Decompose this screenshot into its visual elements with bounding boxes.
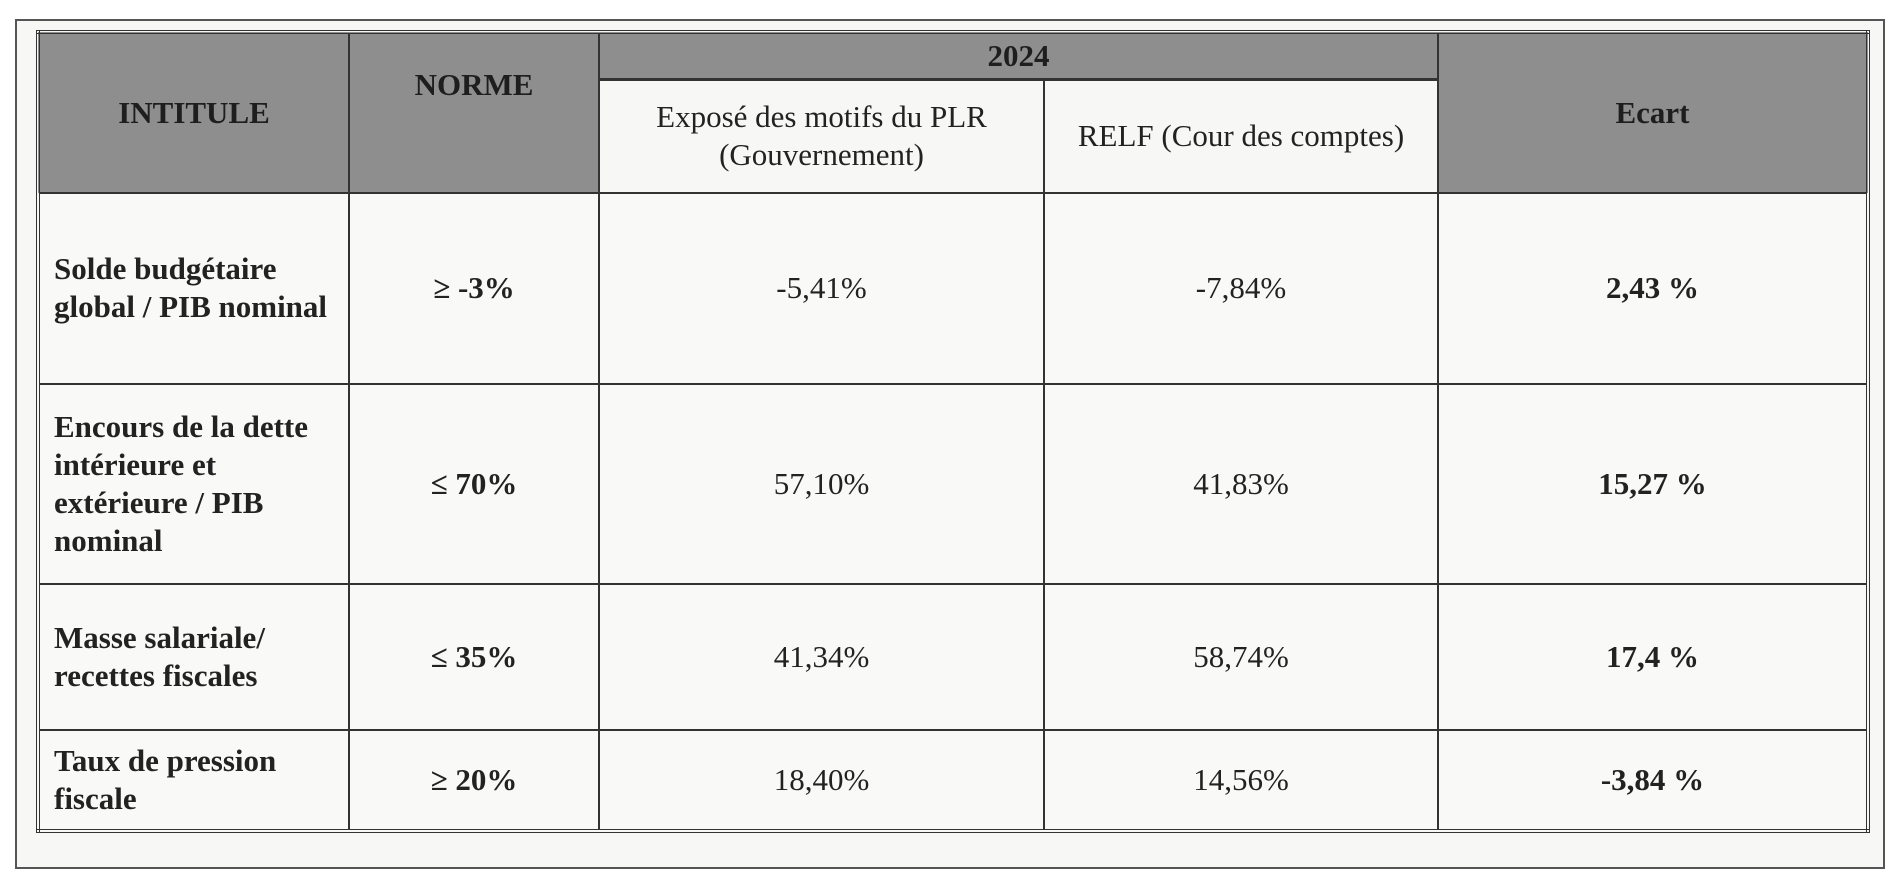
cell-intitule: Taux de pression fiscale (37, 728, 350, 833)
cell-expose: 57,10% (598, 383, 1045, 586)
cell-ecart: -3,84 % (1437, 728, 1869, 833)
cell-norme: ≥ -3% (348, 191, 600, 386)
cell-norme: ≥ 20% (348, 728, 600, 833)
header-relf: RELF (Cour des comptes) (1043, 78, 1439, 194)
cell-intitule: Encours de la dette intérieure et extéri… (37, 383, 350, 586)
cell-norme: ≤ 35% (348, 583, 600, 731)
cell-relf: 14,56% (1043, 728, 1439, 833)
table-row: Taux de pression fiscale ≥ 20% 18,40% 14,56… (37, 728, 1869, 833)
cell-relf: 41,83% (1043, 383, 1439, 586)
table-row: Masse salariale/ recettes fiscales ≤ 35% 4… (37, 583, 1869, 731)
cell-expose: 41,34% (598, 583, 1045, 731)
header-expose: Exposé des motifs du PLR (Gouvernement) (598, 78, 1045, 194)
cell-intitule: Masse salariale/ recettes fiscales (37, 583, 350, 731)
cell-expose: 18,40% (598, 728, 1045, 833)
header-year: 2024 (598, 31, 1439, 81)
cell-relf: 58,74% (1043, 583, 1439, 731)
budget-indicators-table: INTITULE NORME 2024 Ecart Exposé des mot… (36, 30, 1870, 833)
cell-relf: -7,84% (1043, 191, 1439, 386)
header-intitule: INTITULE (37, 31, 350, 194)
header-norme: NORME (348, 31, 600, 194)
cell-ecart: 15,27 % (1437, 383, 1869, 586)
cell-norme: ≤ 70% (348, 383, 600, 586)
cell-intitule: Solde budgétaire global / PIB nominal (37, 191, 350, 386)
header-ecart: Ecart (1437, 31, 1869, 194)
cell-ecart: 17,4 % (1437, 583, 1869, 731)
cell-expose: -5,41% (598, 191, 1045, 386)
table-row: Encours de la dette intérieure et extéri… (37, 383, 1869, 586)
cell-ecart: 2,43 % (1437, 191, 1869, 386)
table-row: Solde budgétaire global / PIB nominal ≥ -… (37, 191, 1869, 386)
